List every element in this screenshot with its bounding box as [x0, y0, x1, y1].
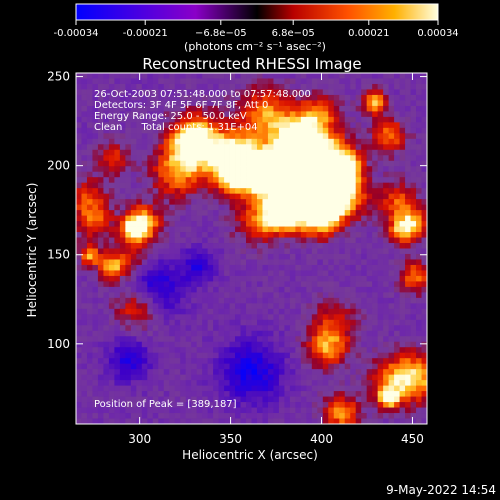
y-tick-label: 100 — [47, 337, 70, 351]
info-line-time: 26-Oct-2003 07:51:48.000 to 07:57:48.000 — [94, 89, 311, 100]
axis-ticks: 300 350 400 450 100 150 200 250 — [47, 70, 427, 446]
info-line-energy: Energy Range: 25.0 - 50.0 keV — [94, 111, 247, 122]
colorbar-ticks: -0.00034 -0.00021 −6.8e−05 6.8e−05 0.00021 0.… — [54, 20, 459, 39]
colorbar-tick-label: 6.8e−05 — [272, 28, 315, 39]
x-tick-label: 450 — [401, 432, 424, 446]
y-tick-label: 200 — [47, 159, 70, 173]
colorbar-tick-label: 0.00034 — [417, 28, 458, 39]
plot-frame — [75, 72, 428, 425]
colorbar-tick-label: -0.00034 — [54, 28, 99, 39]
colorbar-unit-label: (photons cm⁻² s⁻¹ asec⁻²) — [184, 40, 326, 53]
y-tick-label: 250 — [47, 70, 70, 84]
info-line-clean: Clean Total counts: 1.31E+04 — [94, 122, 258, 133]
colorbar — [75, 3, 439, 21]
y-axis-label: Heliocentric Y (arcsec) — [25, 183, 39, 318]
y-tick-label: 150 — [47, 248, 70, 262]
colorbar-tick-label: −6.8e−05 — [195, 28, 247, 39]
x-tick-label: 350 — [219, 432, 242, 446]
x-tick-label: 300 — [128, 432, 151, 446]
footer-timestamp: 9-May-2022 14:54 — [386, 483, 496, 497]
colorbar-tick-label: -0.00021 — [123, 28, 168, 39]
peak-position-label: Position of Peak = [389,187] — [94, 399, 237, 410]
colorbar-tick-label: 0.00021 — [348, 28, 389, 39]
chart-title: Reconstructed RHESSI Image — [142, 55, 361, 73]
x-axis-label: Heliocentric X (arcsec) — [182, 448, 318, 462]
heatmap-image — [76, 73, 427, 424]
info-line-detectors: Detectors: 3F 4F 5F 6F 7F 8F, Att 0 — [94, 100, 268, 111]
x-tick-label: 400 — [310, 432, 333, 446]
